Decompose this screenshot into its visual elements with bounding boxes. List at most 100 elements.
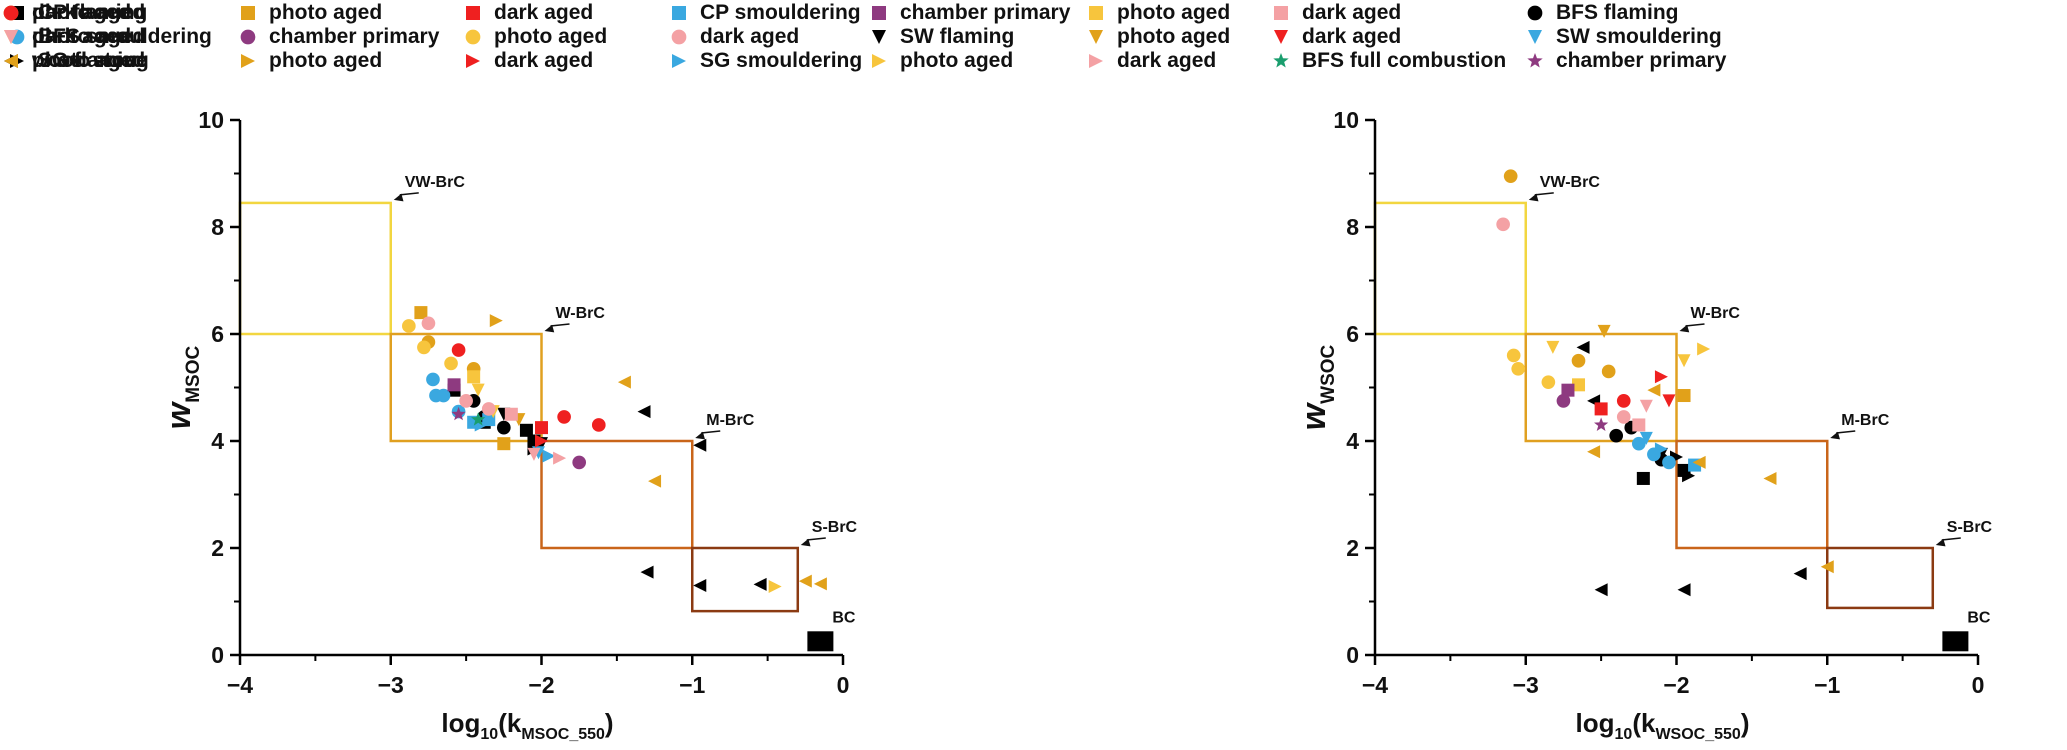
legend-marker <box>3 5 19 21</box>
legend-label: BFS full combustion <box>1302 49 1507 72</box>
legend-marker <box>1527 53 1543 68</box>
y-axis-label: wMSOC <box>160 345 204 429</box>
legend-marker <box>240 29 256 45</box>
legend-item: SG smouldering <box>668 48 862 74</box>
region-s-brc-box <box>691 546 800 613</box>
annotation-arrow-icon <box>800 537 826 547</box>
data-point <box>535 421 548 435</box>
data-point <box>637 405 651 419</box>
square-marker-icon <box>1274 6 1288 20</box>
data-point <box>1692 455 1706 469</box>
legend-label: photo aged <box>1117 25 1231 48</box>
annotation-arrow-icon <box>544 323 570 333</box>
data-point <box>1587 445 1601 459</box>
data-point <box>535 434 548 448</box>
region-label-w-brc: W-BrC <box>556 305 606 322</box>
y-tick-label: 10 <box>1333 107 1359 133</box>
legend-label: chamber primary <box>1556 49 1727 72</box>
star-marker-icon <box>1527 53 1543 68</box>
data-point <box>444 356 458 371</box>
y-tick-label: 8 <box>211 214 224 240</box>
data-point <box>1556 394 1571 408</box>
circle-marker-icon <box>240 29 256 45</box>
legend-marker <box>671 29 687 45</box>
data-point <box>519 423 533 437</box>
triangle-down-marker-icon <box>872 30 886 44</box>
legend-marker <box>1273 53 1289 68</box>
data-point <box>1639 399 1653 413</box>
region-label-vw-brc: VW-BrC <box>405 174 466 191</box>
data-point <box>1572 378 1586 392</box>
region-w-brc-box <box>389 332 543 443</box>
data-point <box>1639 431 1653 445</box>
legend-marker <box>241 54 255 68</box>
data-point <box>1571 353 1586 368</box>
legend-item: dark aged <box>462 48 593 74</box>
data-point <box>1546 340 1560 354</box>
data-point <box>693 438 707 452</box>
x-tick-label: −1 <box>1814 672 1840 698</box>
legend-item: photo aged <box>237 48 382 74</box>
x-axis-label: log10(kWSOC_550) <box>1576 708 1750 743</box>
data-point <box>482 413 496 427</box>
data-point <box>496 420 511 435</box>
legend-marker <box>672 54 686 68</box>
data-point <box>471 383 485 397</box>
x-tick-label: −3 <box>1513 672 1539 698</box>
y-tick-label: 6 <box>211 321 224 347</box>
x-tick-label: 0 <box>1972 672 1985 698</box>
region-label-s-brc: S-BrC <box>1947 519 1993 536</box>
legend-item: dark aged <box>462 0 593 26</box>
legend-item: photo aged <box>1085 0 1230 26</box>
region-label-s-brc: S-BrC <box>812 519 858 536</box>
data-point <box>1496 217 1510 232</box>
region-w-brc-box <box>1524 332 1678 443</box>
legend-marker <box>1274 30 1288 44</box>
data-point <box>1763 471 1777 485</box>
data-point <box>1677 583 1691 597</box>
circle-marker-icon <box>3 5 19 21</box>
legend-label: CP flaming <box>38 1 148 24</box>
data-point <box>489 314 503 328</box>
data-point <box>1631 436 1646 451</box>
data-point <box>768 580 782 594</box>
legend-item: dark aged <box>1270 0 1401 26</box>
data-point <box>1503 169 1518 183</box>
legend-marker <box>1089 30 1103 44</box>
legend-marker <box>1089 54 1103 68</box>
scatter-chart-2: VW-BrC W-BrC M-BrC S-BrC BC −4 −3 −2 −1 0 0 2 4 6 8 10 w… <box>1295 107 1993 743</box>
legend-marker <box>466 6 480 20</box>
triangle-down-marker-icon <box>1089 30 1103 44</box>
bc-label: BC <box>832 609 856 626</box>
y-tick-label: 6 <box>1346 321 1359 347</box>
legend-item: photo aged <box>237 0 382 26</box>
legend-label: photo aged <box>269 49 383 72</box>
data-point <box>572 455 587 470</box>
data-point <box>553 451 567 465</box>
data-point <box>1506 348 1521 363</box>
data-point <box>1820 560 1834 574</box>
x-axis-label: log10(kMSOC_550) <box>441 708 613 743</box>
data-point <box>1677 389 1691 403</box>
square-marker-icon <box>1089 6 1103 20</box>
legend-label: dark aged <box>32 25 132 48</box>
legend-marker <box>1089 6 1103 20</box>
legend-item: photo aged <box>868 48 1013 74</box>
bc-square-marker <box>1942 631 1969 652</box>
legend-label: photo aged <box>1117 1 1231 24</box>
legend-label: SW smouldering <box>1556 25 1722 48</box>
data-point <box>1647 383 1661 397</box>
legend-item: photo aged <box>462 24 607 50</box>
data-point <box>459 394 473 408</box>
data-point <box>1601 364 1616 379</box>
annotation-arrow-icon <box>695 430 721 440</box>
legend-item: chamber primary <box>1524 48 1726 74</box>
x-tick-label: −3 <box>378 672 404 698</box>
data-point <box>617 375 631 389</box>
data-point <box>1576 340 1590 354</box>
legend-label: chamber primary <box>269 25 440 48</box>
data-point <box>414 306 428 320</box>
data-point <box>426 372 440 387</box>
legend-label: photo aged <box>269 1 383 24</box>
legend-item: dark aged <box>0 0 131 26</box>
